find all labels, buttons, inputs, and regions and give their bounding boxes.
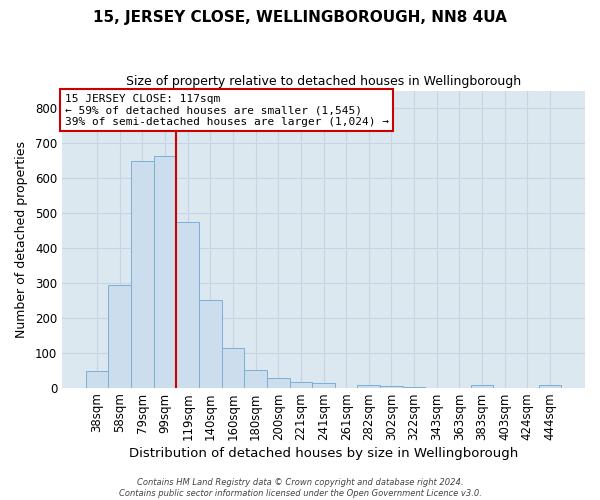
X-axis label: Distribution of detached houses by size in Wellingborough: Distribution of detached houses by size … (129, 447, 518, 460)
Bar (176, 222, 199, 388)
Bar (109, 285, 131, 388)
Bar (199, 300, 221, 388)
Bar (380, 386, 403, 388)
Bar (290, 382, 312, 388)
Bar (131, 161, 154, 388)
Bar (358, 386, 380, 388)
Title: Size of property relative to detached houses in Wellingborough: Size of property relative to detached ho… (126, 75, 521, 88)
Bar (312, 383, 335, 388)
Bar (403, 386, 425, 388)
Bar (267, 378, 290, 388)
Bar (221, 348, 244, 388)
Bar (470, 386, 493, 388)
Bar (154, 156, 176, 388)
Text: 15 JERSEY CLOSE: 117sqm
← 59% of detached houses are smaller (1,545)
39% of semi: 15 JERSEY CLOSE: 117sqm ← 59% of detache… (65, 94, 389, 126)
Bar (86, 371, 109, 388)
Bar (244, 370, 267, 388)
Y-axis label: Number of detached properties: Number of detached properties (15, 140, 28, 338)
Text: Contains HM Land Registry data © Crown copyright and database right 2024.
Contai: Contains HM Land Registry data © Crown c… (119, 478, 481, 498)
Text: 15, JERSEY CLOSE, WELLINGBOROUGH, NN8 4UA: 15, JERSEY CLOSE, WELLINGBOROUGH, NN8 4U… (93, 10, 507, 25)
Bar (539, 385, 561, 388)
